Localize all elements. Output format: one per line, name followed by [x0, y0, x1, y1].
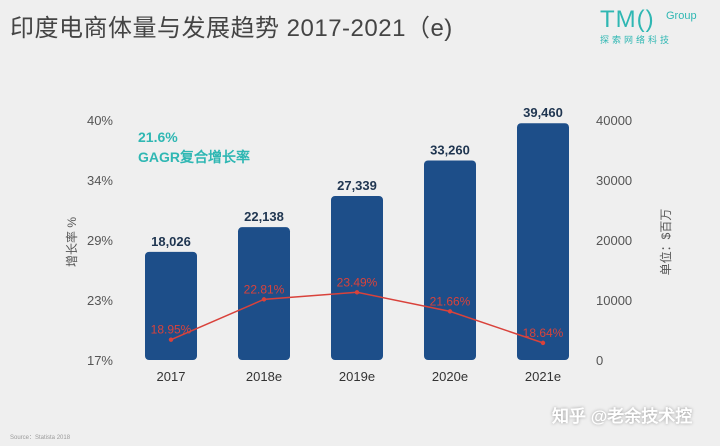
growth-rate-label: 23.49%	[337, 275, 378, 289]
growth-rate-point	[447, 309, 453, 314]
data-bar	[517, 123, 569, 361]
left-axis-tick-label: 17%	[87, 353, 113, 368]
bar-value-label: 22,138	[244, 209, 284, 224]
right-axis-tick-label: 40000	[596, 113, 632, 128]
bar-value-label: 33,260	[430, 142, 470, 157]
cagr-value: 21.6%	[138, 129, 178, 145]
logo-sub-text: 探索网络科技	[600, 35, 673, 45]
growth-rate-point	[354, 290, 360, 295]
data-bar	[424, 160, 476, 360]
page-title: 印度电商体量与发展趋势 2017-2021（e)	[10, 15, 453, 42]
growth-rate-point	[540, 340, 546, 346]
x-axis-tick-label: 2021e	[525, 369, 561, 384]
data-bar	[145, 251, 197, 360]
growth-rate-label: 18.95%	[151, 323, 192, 337]
zhihu-watermark: 知乎 @老余技术控	[552, 407, 693, 426]
right-axis-tick-label: 10000	[596, 293, 632, 308]
left-axis-tick-label: 23%	[87, 293, 113, 308]
growth-rate-point	[168, 337, 174, 342]
data-bar	[331, 195, 383, 360]
growth-rate-point	[261, 297, 267, 302]
growth-rate-label: 22.81%	[244, 282, 285, 296]
growth-rate-label: 18.64%	[523, 326, 564, 340]
left-axis-title: 增长率 %	[64, 217, 79, 267]
data-bar	[238, 227, 290, 360]
source-note: Source：Statista 2018	[10, 435, 71, 441]
bar-value-label: 27,339	[337, 178, 377, 193]
left-axis-tick-label: 40%	[87, 113, 113, 128]
growth-rate-label: 21.66%	[430, 294, 471, 308]
right-axis-title: 单位：$百万	[658, 209, 673, 276]
left-axis-tick-label: 29%	[87, 233, 113, 248]
tmo-logo: TM() Group 探索网络科技	[600, 6, 712, 46]
x-axis-tick-label: 2020e	[432, 369, 468, 384]
cagr-label: GAGR复合增长率	[138, 149, 250, 165]
right-axis-tick-label: 30000	[596, 173, 632, 188]
logo-group-text: Group	[666, 10, 697, 22]
x-axis-tick-label: 2017	[157, 369, 186, 384]
right-axis-tick-label: 20000	[596, 233, 632, 248]
left-axis-tick-label: 34%	[87, 173, 113, 188]
x-axis-tick-label: 2019e	[339, 369, 375, 384]
logo-main-text: TM()	[600, 6, 655, 33]
right-axis-tick-label: 0	[596, 353, 603, 368]
bar-value-label: 18,026	[151, 234, 191, 249]
bar-value-label: 39,460	[523, 105, 563, 120]
x-axis-tick-label: 2018e	[246, 369, 282, 384]
